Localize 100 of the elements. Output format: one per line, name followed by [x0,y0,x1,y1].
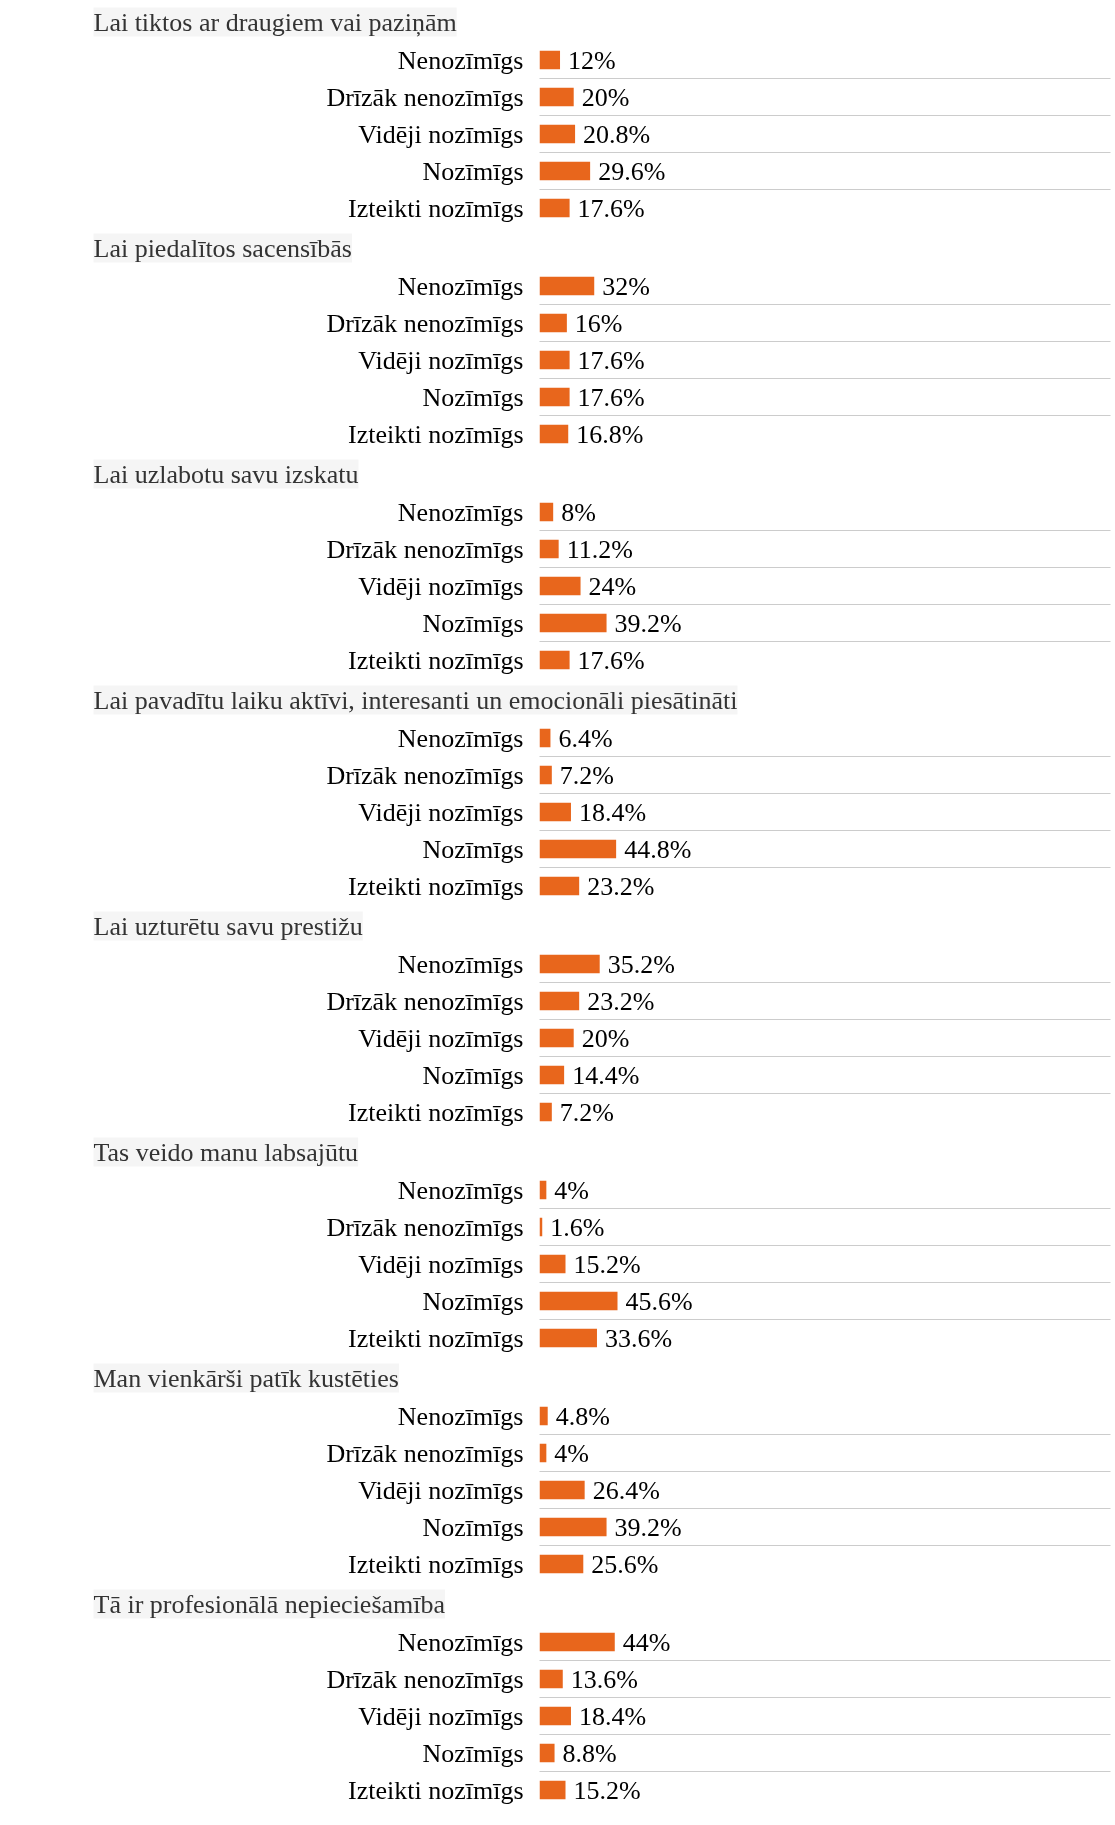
text: Lai uzturētu savu prestižu [93,911,363,941]
bar [539,1554,584,1574]
data-label: 20% [581,82,630,112]
data-label: 44% [622,1627,671,1657]
y-tick-label: Nenozīmīgs [397,1401,524,1431]
y-tick-label: Nenozīmīgs [397,723,524,753]
chart-title: Lai pavadītu laiku aktīvi, interesanti un emocionāli piesātināti [93,685,738,715]
bar [539,1028,574,1048]
y-tick-label: Drīzāk nenozīmīgs [326,986,524,1016]
data-label: 18.4% [578,797,647,827]
y-tick-label: Izteikti nozīmīgs [348,419,524,449]
data-label: 24% [588,571,637,601]
text: Tas veido manu labsajūtu [93,1137,359,1167]
data-label: 8.8% [562,1738,617,1768]
data-label: 39.2% [614,608,682,638]
bar [539,502,554,522]
text: Tā ir profesionālā nepieciešamība [93,1589,446,1619]
y-tick-label: Nenozīmīgs [397,1627,524,1657]
bar [539,1291,618,1311]
data-label: 32% [602,271,650,301]
bar [539,802,571,822]
y-tick-label: Drīzāk nenozīmīgs [326,760,524,790]
y-tick-label: Vidēji nozīmīgs [358,571,524,601]
bar [539,765,552,785]
data-label: 4% [554,1438,590,1468]
text: Man vienkārši patīk kustēties [93,1363,399,1393]
y-tick-label: Drīzāk nenozīmīgs [326,1664,524,1694]
y-tick-label: Nozīmīgs [422,1738,524,1768]
bar [539,1480,585,1500]
bar [539,650,570,670]
data-label: 4.8% [555,1401,610,1431]
y-tick-label: Vidēji nozīmīgs [358,345,524,375]
data-label: 16% [574,308,623,338]
y-tick-label: Vidēji nozīmīgs [358,1701,524,1731]
data-label: 12% [568,45,616,75]
bar [539,1517,607,1537]
data-label: 23.2% [587,986,655,1016]
bar [539,991,580,1011]
y-tick-label: Drīzāk nenozīmīgs [326,308,524,338]
data-label: 1.6% [550,1212,605,1242]
bar [539,1743,555,1763]
data-label: 17.6% [577,645,645,675]
bar [539,1669,563,1689]
bar [539,1102,552,1122]
bar [539,1406,548,1426]
bar [539,1065,565,1085]
y-tick-label: Vidēji nozīmīgs [358,119,524,149]
data-label: 16.8% [576,419,644,449]
bar [539,387,570,407]
data-label: 39.2% [614,1512,682,1542]
bar [539,576,581,596]
y-tick-label: Vidēji nozīmīgs [358,797,524,827]
text: Lai tiktos ar draugiem vai paziņām [93,7,457,37]
bar [539,1706,571,1726]
data-label: 29.6% [598,156,666,186]
data-label: 33.6% [604,1323,673,1353]
text: Lai uzlabotu savu izskatu [93,459,359,489]
data-label: 15.2% [573,1249,641,1279]
data-label: 13.6% [570,1664,638,1694]
data-label: 20% [581,1023,630,1053]
data-label: 17.6% [577,193,645,223]
bar [539,350,570,370]
y-tick-label: Nozīmīgs [422,1286,524,1316]
data-label: 25.6% [591,1549,659,1579]
data-label: 11.2% [566,534,633,564]
y-tick-label: Nozīmīgs [422,156,524,186]
y-tick-label: Nenozīmīgs [397,45,524,75]
y-tick-label: Nozīmīgs [422,382,524,412]
text: Lai piedalītos sacensībās [93,233,352,263]
y-tick-label: Nenozīmīgs [397,949,524,979]
y-tick-label: Nenozīmīgs [397,1175,524,1205]
y-tick-label: Drīzāk nenozīmīgs [326,1438,524,1468]
bar [539,1328,597,1348]
y-tick-label: Nozīmīgs [422,1060,524,1090]
data-label: 20.8% [583,119,651,149]
y-tick-label: Nenozīmīgs [397,497,524,527]
data-label: 26.4% [592,1475,660,1505]
y-tick-label: Izteikti nozīmīgs [348,1323,524,1353]
y-tick-label: Izteikti nozīmīgs [348,193,524,223]
data-label: 14.4% [572,1060,640,1090]
bar [539,87,574,107]
bar [539,1780,566,1800]
data-label: 17.6% [577,345,645,375]
y-tick-label: Vidēji nozīmīgs [358,1249,524,1279]
bar [539,276,595,296]
data-label: 35.2% [607,949,675,979]
y-tick-label: Nozīmīgs [422,1512,524,1542]
y-tick-label: Nenozīmīgs [397,271,524,301]
data-label: 7.2% [559,760,614,790]
data-label: 44.8% [624,834,692,864]
y-tick-label: Nozīmīgs [422,608,524,638]
y-tick-label: Drīzāk nenozīmīgs [326,82,524,112]
data-label: 4% [554,1175,590,1205]
data-label: 7.2% [559,1097,614,1127]
data-label: 6.4% [558,723,613,753]
y-tick-label: Drīzāk nenozīmīgs [326,1212,524,1242]
data-label: 18.4% [578,1701,647,1731]
bar [539,198,570,218]
bar [539,839,617,859]
bar [539,124,576,144]
